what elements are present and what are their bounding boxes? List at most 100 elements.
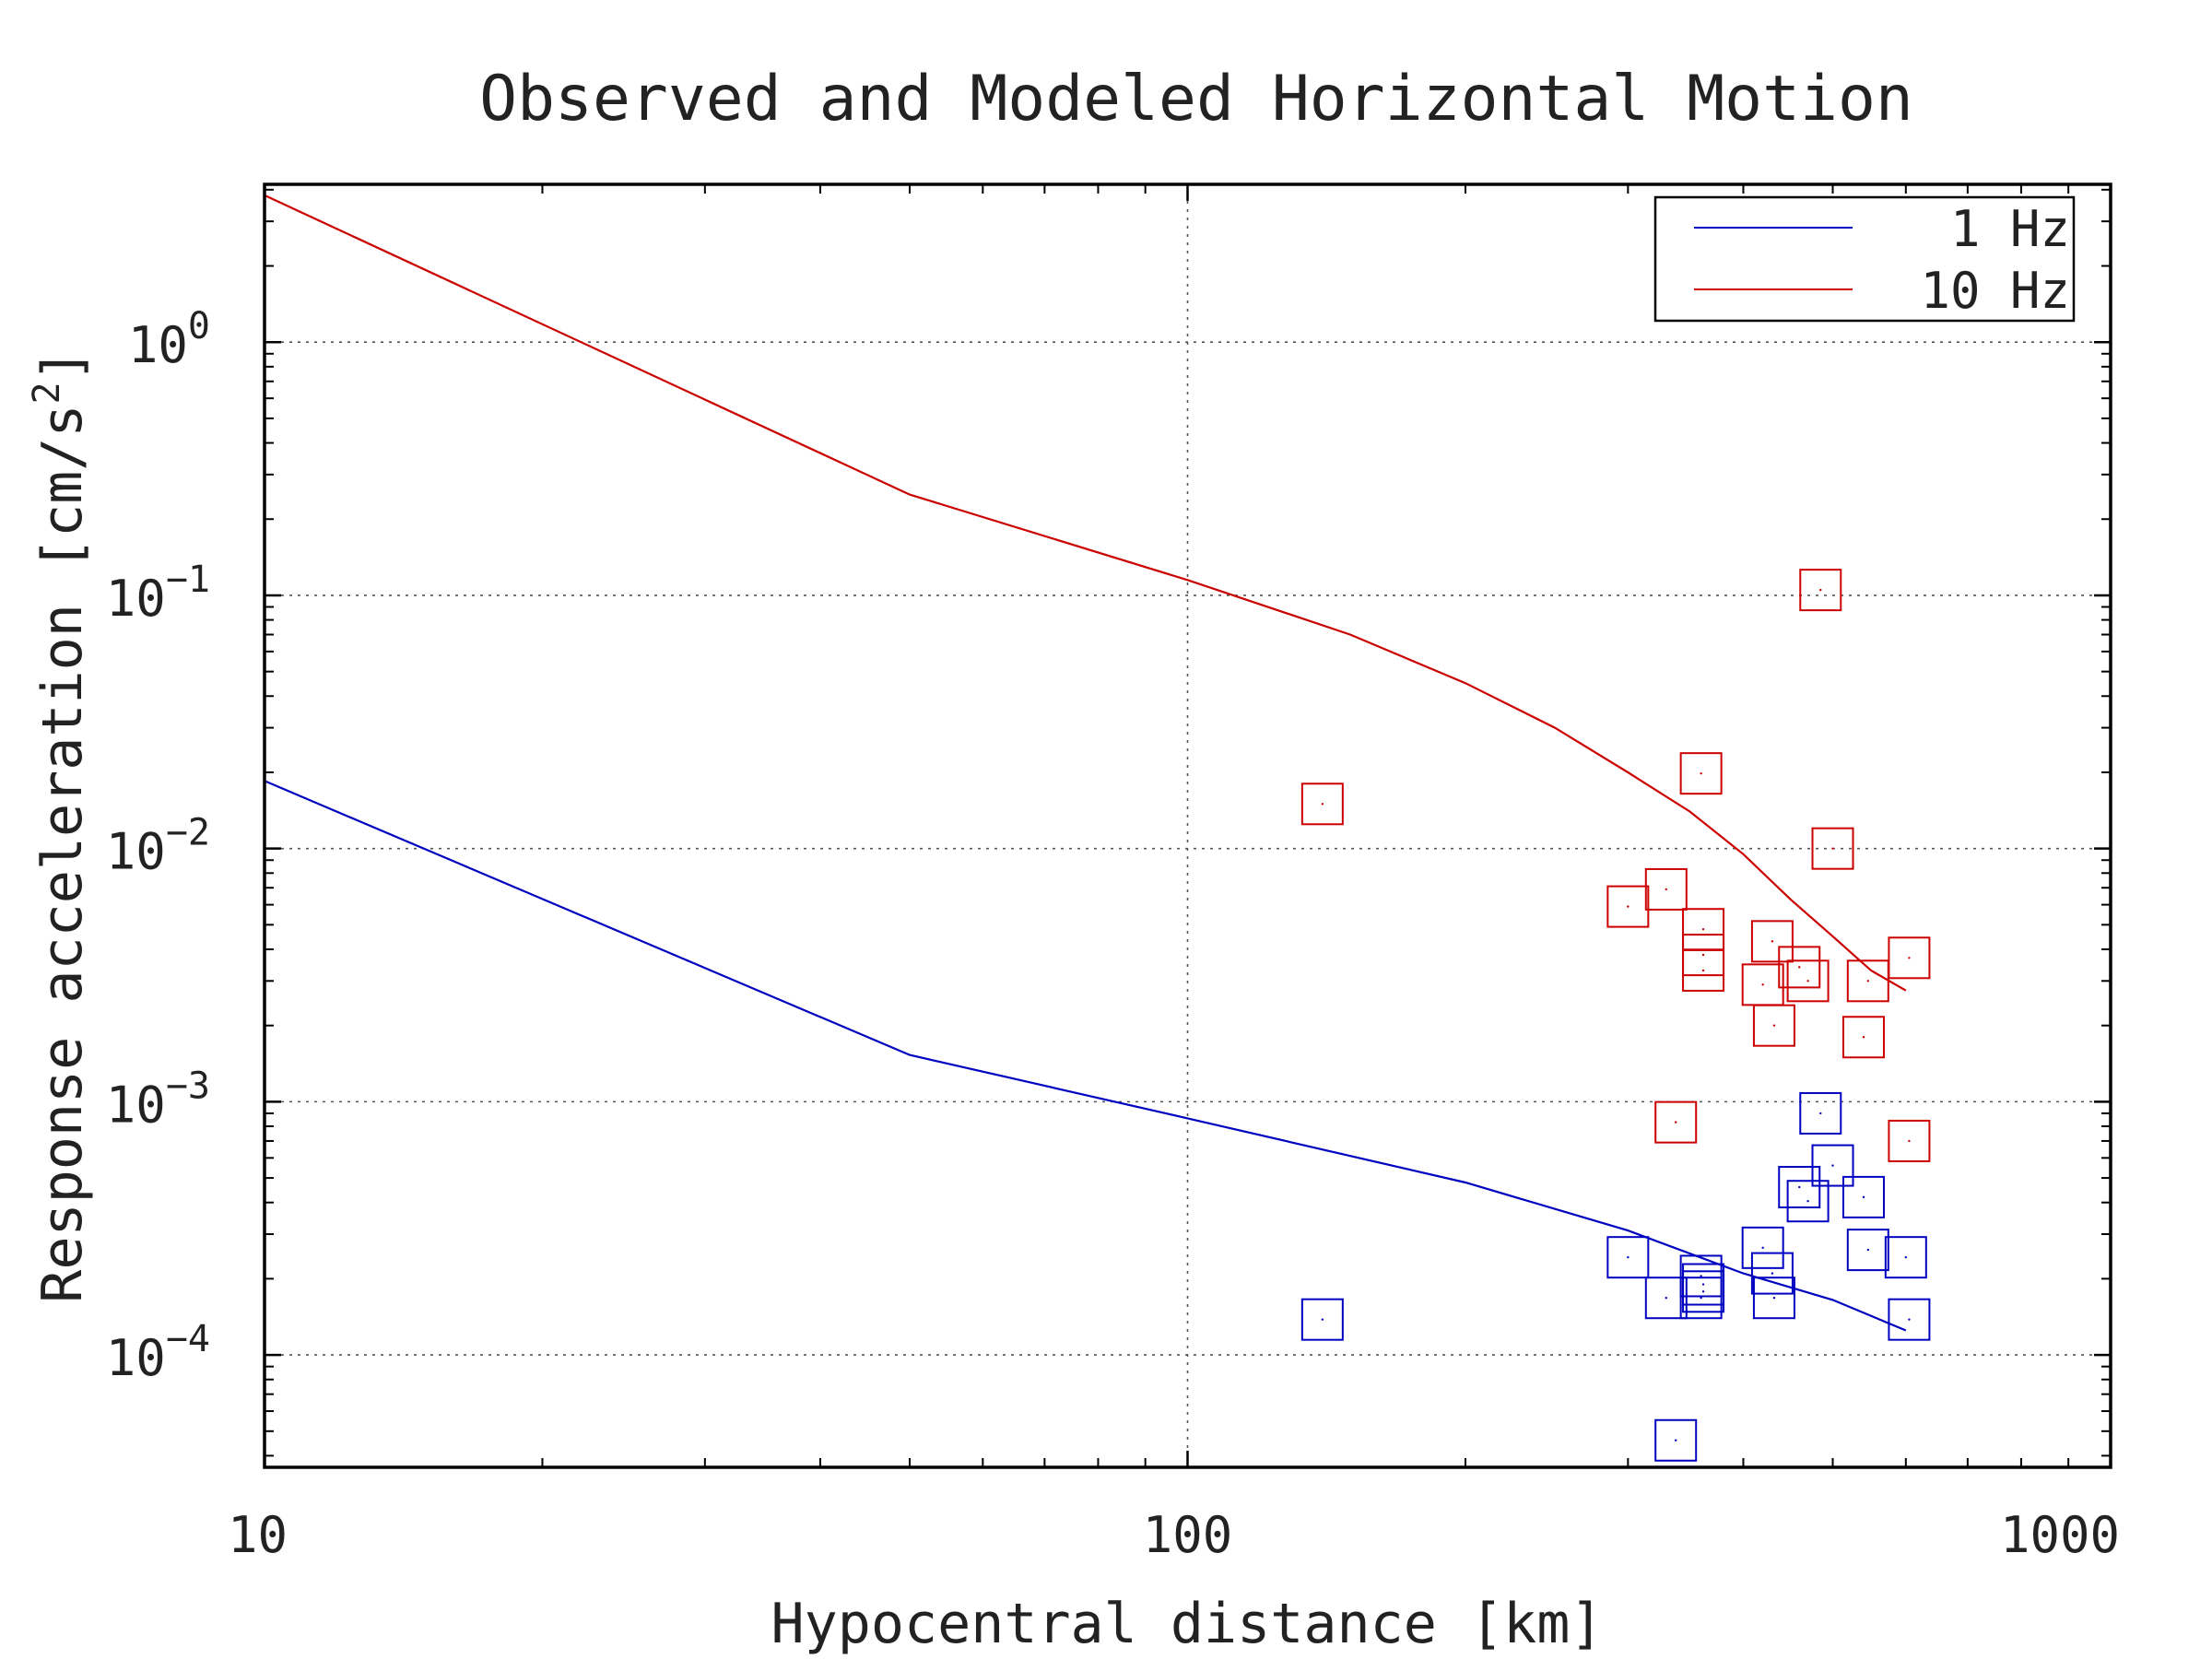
- observed-point-center-1hz: [1819, 1112, 1822, 1115]
- legend: 1 Hz 10 Hz: [1653, 195, 2076, 323]
- observed-point-center-1hz: [1761, 1246, 1764, 1250]
- observed-point-center-1hz: [1908, 1318, 1911, 1321]
- observed-point-1hz: [1888, 1298, 1931, 1341]
- observed-point-center-10hz: [1701, 969, 1705, 972]
- observed-point-10hz: [1786, 959, 1830, 1003]
- observed-point-10hz: [1841, 1016, 1885, 1059]
- observed-point-1hz: [1679, 1277, 1723, 1320]
- observed-point-center-10hz: [1831, 847, 1834, 850]
- x-tick-label: 1000: [2000, 1506, 2120, 1564]
- observed-point-center-1hz: [1862, 1195, 1865, 1199]
- observed-point-1hz: [1786, 1180, 1830, 1223]
- y-tick-label-base: 10: [128, 316, 188, 374]
- observed-point-10hz: [1654, 1100, 1698, 1144]
- y-tick-label-base: 10: [106, 1329, 166, 1387]
- observed-point-1hz: [1846, 1229, 1889, 1272]
- observed-point-10hz: [1888, 1119, 1931, 1162]
- observed-point-1hz: [1606, 1236, 1650, 1279]
- observed-point-center-10hz: [1772, 1024, 1776, 1027]
- observed-point-center-1hz: [1806, 1200, 1809, 1203]
- observed-point-10hz: [1752, 1004, 1795, 1047]
- y-axis-label-main: Response acceleration [cm/s: [30, 404, 95, 1302]
- observed-point-center-1hz: [1665, 1297, 1667, 1300]
- y-tick-label-base: 10: [106, 823, 166, 881]
- x-tick-label: 100: [1143, 1506, 1233, 1564]
- observed-point-center-10hz: [1627, 905, 1630, 908]
- legend-label-1hz: 1 Hz: [1950, 200, 2070, 258]
- observed-point-center-10hz: [1700, 771, 1702, 775]
- observed-point-10hz: [1682, 948, 1725, 992]
- y-tick-label-exponent: −4: [166, 1318, 210, 1360]
- observed-point-10hz: [1799, 569, 1842, 612]
- observed-point-center-1hz: [1771, 1272, 1774, 1275]
- observed-point-1hz: [1799, 1091, 1842, 1135]
- observed-point-center-1hz: [1321, 1318, 1324, 1321]
- observed-point-center-1hz: [1701, 1290, 1705, 1293]
- observed-point-1hz: [1778, 1166, 1821, 1209]
- observed-point-10hz: [1811, 827, 1854, 870]
- y-tick-label: 100: [128, 305, 210, 374]
- observed-point-1hz: [1644, 1277, 1688, 1320]
- observed-point-10hz: [1846, 959, 1889, 1003]
- y-tick-label-exponent: −2: [166, 812, 210, 854]
- grid: [265, 184, 2111, 1467]
- observed-point-10hz: [1606, 885, 1650, 928]
- observed-point-1hz: [1752, 1277, 1795, 1320]
- observed-point-1hz: [1841, 1175, 1885, 1218]
- y-tick-label: 10−4: [106, 1318, 210, 1387]
- axis-ticks: [263, 184, 2112, 1467]
- observed-point-10hz: [1679, 752, 1723, 795]
- observed-point-1hz: [1300, 1298, 1344, 1341]
- observed-point-center-10hz: [1675, 1121, 1677, 1124]
- observed-point-1hz: [1750, 1252, 1794, 1295]
- y-tick-label-base: 10: [106, 1076, 166, 1134]
- observed-point-center-1hz: [1866, 1248, 1869, 1252]
- observed-point-center-1hz: [1798, 1185, 1801, 1189]
- observed-point-10hz: [1778, 946, 1821, 989]
- y-tick-label-base: 10: [106, 570, 166, 628]
- y-tick-label-exponent: 0: [188, 305, 210, 347]
- x-axis-label: Hypocentral distance [km]: [771, 1592, 1603, 1656]
- y-tick-label: 10−2: [106, 812, 210, 881]
- observed-point-1hz: [1884, 1236, 1927, 1279]
- observed-point-center-10hz: [1321, 803, 1324, 806]
- observed-point-center-10hz: [1908, 957, 1911, 959]
- y-axis-label: Response acceleration [cm/s2]: [26, 348, 95, 1303]
- y-tick-label: 10−1: [106, 559, 210, 628]
- observed-point-center-1hz: [1627, 1255, 1630, 1259]
- y-axis-label-end: ]: [30, 348, 95, 382]
- observed-point-center-10hz: [1819, 588, 1822, 592]
- chart-title: Observed and Modeled Horizontal Motion: [479, 63, 1913, 135]
- legend-label-10hz: 10 Hz: [1920, 262, 2070, 320]
- observed-point-center-1hz: [1772, 1297, 1776, 1300]
- observed-point-1hz: [1682, 1270, 1725, 1313]
- observed-point-center-10hz: [1701, 953, 1705, 957]
- observed-point-1hz: [1741, 1226, 1784, 1269]
- observed-point-1hz: [1654, 1418, 1698, 1462]
- observed-point-center-10hz: [1771, 940, 1774, 943]
- observed-point-center-10hz: [1862, 1036, 1865, 1039]
- observed-point-center-1hz: [1831, 1164, 1834, 1167]
- observed-point-center-1hz: [1675, 1439, 1677, 1441]
- legend-box: [1653, 195, 2076, 323]
- observed-point-10hz: [1644, 867, 1688, 911]
- x-tick-label: 10: [228, 1506, 288, 1564]
- observed-point-1hz: [1811, 1144, 1854, 1187]
- observed-point-center-10hz: [1908, 1139, 1911, 1143]
- y-tick-label-exponent: −1: [166, 559, 210, 601]
- y-axis-label-superscript: 2: [26, 382, 68, 404]
- observed-point-center-10hz: [1761, 983, 1764, 986]
- model-line-1hz: [264, 780, 1907, 1332]
- observed-point-center-1hz: [1700, 1297, 1702, 1300]
- observed-point-center-10hz: [1866, 980, 1869, 982]
- observed-point-center-10hz: [1798, 966, 1801, 969]
- series-layer: [264, 194, 1931, 1462]
- observed-point-10hz: [1888, 936, 1931, 980]
- y-tick-label: 10−3: [106, 1065, 210, 1134]
- observed-point-center-1hz: [1701, 1283, 1705, 1286]
- observed-point-center-10hz: [1701, 928, 1705, 931]
- model-line-10hz: [264, 194, 1907, 992]
- observed-point-center-1hz: [1700, 1275, 1702, 1277]
